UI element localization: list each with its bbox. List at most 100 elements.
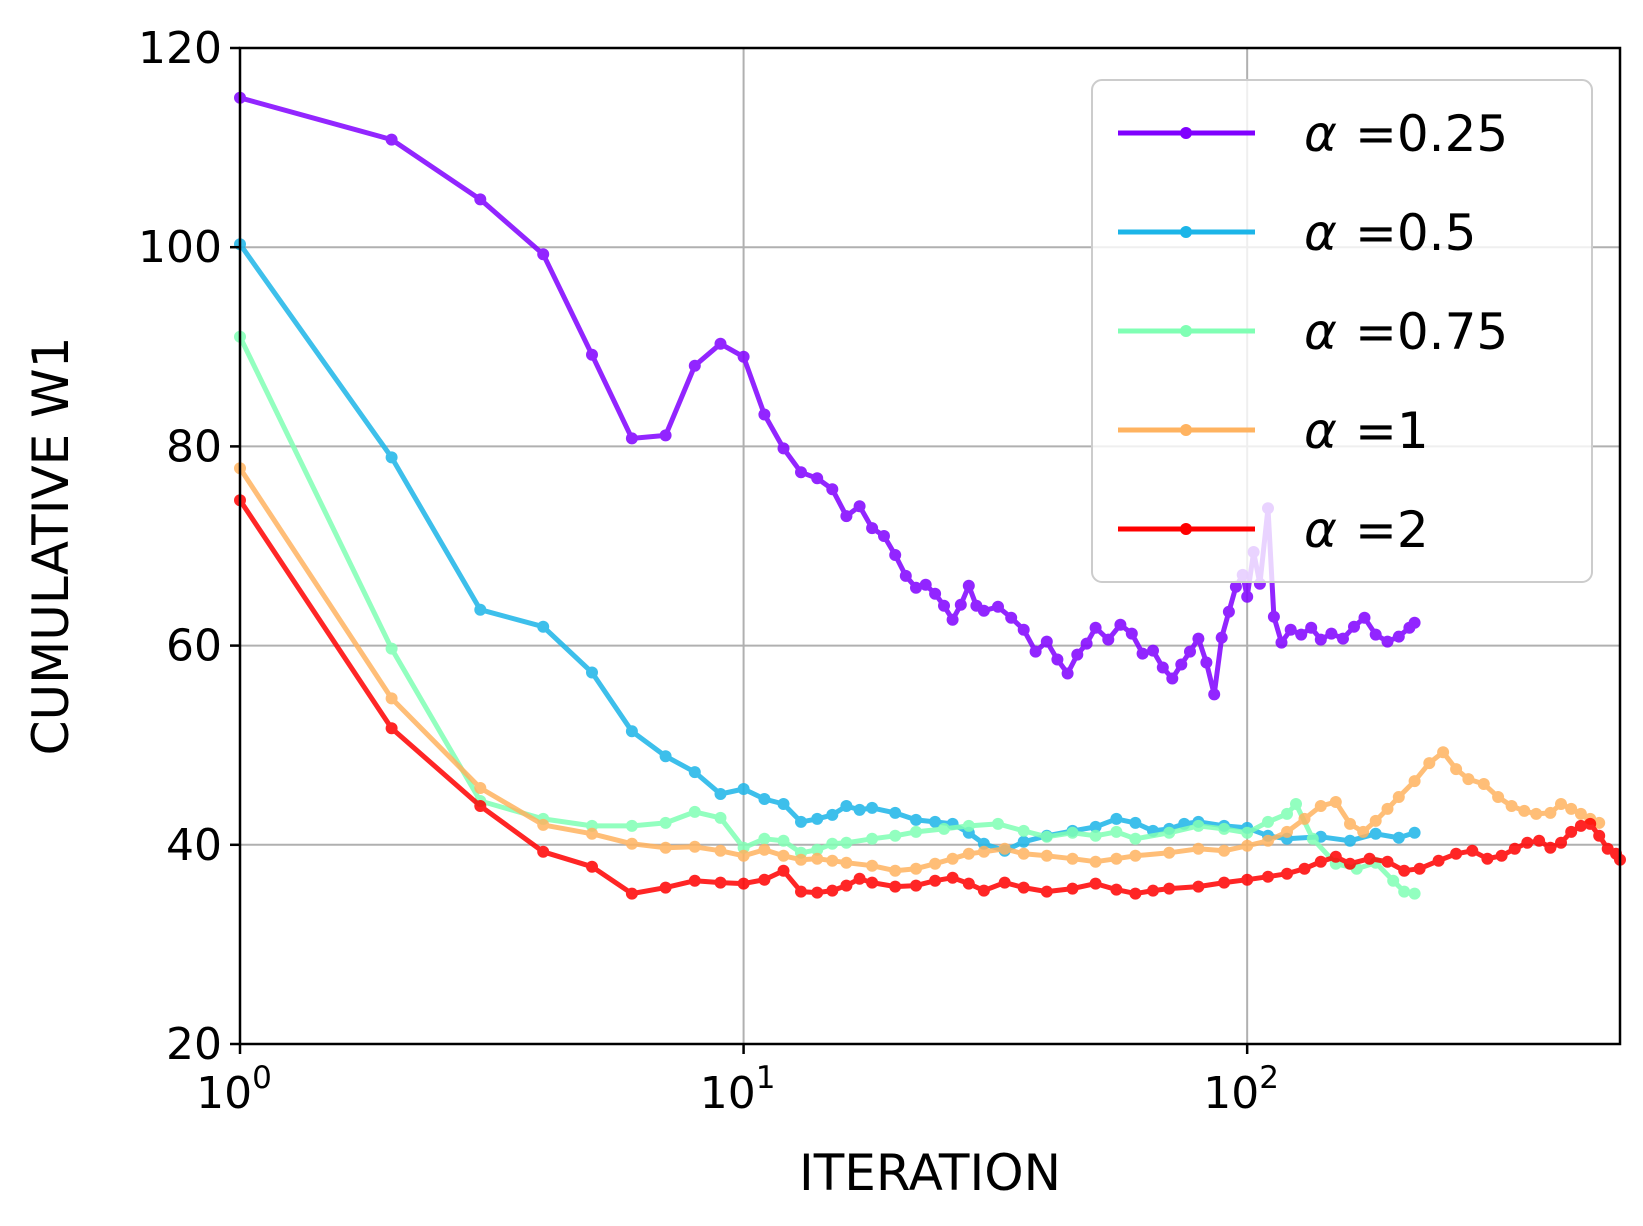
x-tick-exponent: 2 (1259, 1060, 1279, 1096)
data-point (938, 822, 950, 835)
data-point (889, 829, 902, 842)
data-point (1110, 825, 1123, 838)
data-point (1129, 887, 1142, 900)
data-point (826, 483, 839, 496)
data-point (910, 825, 922, 838)
data-point (1408, 887, 1421, 900)
data-point (1262, 815, 1274, 828)
data-point (1413, 862, 1426, 875)
data-point (1200, 656, 1213, 669)
data-point (1267, 610, 1280, 623)
x-tick-base: 10 (1203, 1068, 1259, 1119)
data-point (537, 845, 550, 858)
data-point (1533, 834, 1546, 847)
data-point (1344, 834, 1356, 847)
data-point (385, 692, 398, 705)
data-point (1241, 873, 1254, 886)
data-point (853, 803, 866, 816)
data-point (1284, 623, 1297, 636)
data-point (1129, 816, 1142, 829)
data-point (758, 832, 771, 845)
data-point (1555, 798, 1567, 810)
legend-label: α =2 (1304, 501, 1429, 559)
data-point (1241, 826, 1254, 839)
data-point (1565, 802, 1578, 815)
data-point (1544, 841, 1557, 854)
y-tick-label: 60 (166, 621, 222, 672)
legend-alpha-symbol: α (1304, 402, 1337, 460)
data-point (1314, 800, 1327, 812)
data-point (811, 886, 824, 899)
data-point (1080, 637, 1093, 650)
data-point (1325, 627, 1338, 640)
data-point (1357, 825, 1370, 838)
data-point (962, 847, 975, 860)
data-point (1218, 844, 1231, 857)
data-point (1495, 849, 1508, 862)
data-point (929, 587, 942, 600)
data-point (1061, 667, 1074, 680)
plot-frame (238, 46, 1622, 1046)
data-point (1192, 819, 1205, 832)
data-point (1363, 852, 1376, 865)
data-point (1348, 620, 1360, 633)
data-point (537, 620, 550, 633)
data-point (474, 193, 487, 206)
data-point (998, 842, 1011, 855)
data-point (1462, 773, 1475, 786)
data-point (1147, 884, 1159, 897)
data-point (1281, 807, 1293, 820)
legend-alpha-symbol: α (1304, 204, 1337, 262)
data-point (385, 451, 398, 464)
data-point (659, 429, 672, 442)
data-point (1544, 806, 1557, 819)
data-point (1398, 885, 1411, 898)
legend-marker (1180, 325, 1192, 337)
data-point (586, 666, 598, 679)
data-point (1555, 836, 1567, 849)
data-point (688, 766, 701, 779)
data-point (758, 793, 771, 805)
data-point (866, 876, 879, 889)
legend-marker (1180, 127, 1192, 139)
data-point (474, 800, 487, 812)
data-point (758, 843, 771, 856)
legend-alpha-symbol: α (1304, 303, 1337, 361)
data-point (1089, 621, 1102, 634)
data-point (1262, 870, 1274, 883)
data-point (1392, 630, 1405, 643)
data-point (1381, 635, 1394, 648)
y-tick-label: 20 (166, 1019, 222, 1070)
data-point (625, 837, 638, 850)
data-point (1593, 816, 1606, 829)
legend-item: α =0.5 (1118, 204, 1476, 262)
data-point (737, 849, 750, 862)
legend-item: α =2 (1118, 501, 1429, 559)
data-point (1110, 812, 1123, 825)
data-point (977, 884, 990, 897)
data-point (1408, 826, 1421, 839)
x-tick-label: 100 (196, 1060, 272, 1119)
data-point (1051, 653, 1064, 666)
data-point (826, 808, 839, 821)
data-point (1175, 658, 1188, 671)
data-point (1281, 867, 1293, 880)
legend-item: α =0.75 (1118, 303, 1508, 361)
data-point (826, 854, 839, 867)
data-point (625, 819, 638, 832)
legend-alpha-value: =2 (1355, 501, 1429, 559)
data-point (1432, 854, 1445, 867)
data-point (1040, 885, 1053, 898)
series-4 (234, 494, 1626, 900)
data-point (962, 877, 975, 890)
data-point (910, 581, 922, 594)
data-point (889, 549, 902, 561)
data-point (929, 874, 942, 887)
data-point (1129, 849, 1142, 862)
data-point (714, 788, 727, 800)
data-point (1337, 632, 1349, 645)
x-tick-exponent: 1 (756, 1060, 776, 1096)
data-point (795, 853, 807, 866)
x-tick-base: 10 (196, 1068, 252, 1119)
data-point (625, 725, 638, 738)
